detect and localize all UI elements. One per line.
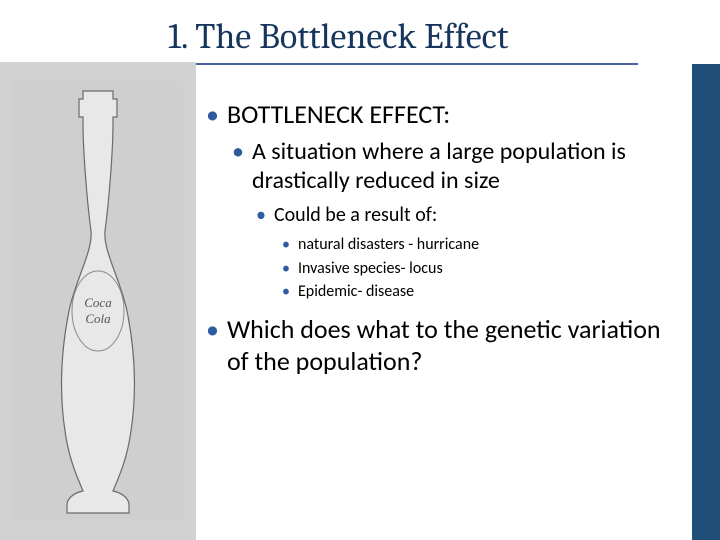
accent-bar [692, 64, 720, 540]
bullet-lvl3: • Could be a result of: [256, 203, 680, 228]
svg-text:Cola: Cola [85, 311, 111, 326]
bullet-lvl1: • Which does what to the genetic variati… [206, 313, 680, 378]
bullet-text: Epidemic- disease [298, 281, 680, 303]
bullet-lvl2: • A situation where a large population i… [232, 137, 680, 196]
bullet-marker: • [282, 281, 290, 303]
slide-title: 1. The Bottleneck Effect [168, 16, 688, 57]
bullet-marker: • [256, 203, 266, 228]
image-column: Coca Cola [0, 62, 196, 540]
bullet-lvl1: • BOTTLENECK EFFECT: [206, 98, 680, 131]
bullet-marker: • [232, 137, 244, 166]
bullet-text: A situation where a large population is … [252, 137, 680, 196]
bottle-icon: Coca Cola [13, 81, 183, 521]
bullet-lvl4: • Invasive species- locus [282, 258, 680, 280]
bullet-text: Could be a result of: [274, 203, 680, 228]
bullet-text: Invasive species- locus [298, 258, 680, 280]
bullet-marker: • [282, 234, 290, 256]
content-area: • BOTTLENECK EFFECT: • A situation where… [206, 98, 680, 384]
title-underline [168, 63, 638, 65]
bullet-marker: • [206, 313, 219, 346]
bullet-lvl4: • natural disasters - hurricane [282, 234, 680, 256]
bullet-text: natural disasters - hurricane [298, 234, 680, 256]
bullet-marker: • [206, 98, 219, 131]
title-block: 1. The Bottleneck Effect [168, 16, 688, 65]
bullet-text: Which does what to the genetic variation… [227, 313, 680, 378]
bullet-text: BOTTLENECK EFFECT: [227, 98, 680, 131]
bullet-marker: • [282, 258, 290, 280]
bullet-lvl4: • Epidemic- disease [282, 281, 680, 303]
svg-text:Coca: Coca [84, 295, 112, 310]
